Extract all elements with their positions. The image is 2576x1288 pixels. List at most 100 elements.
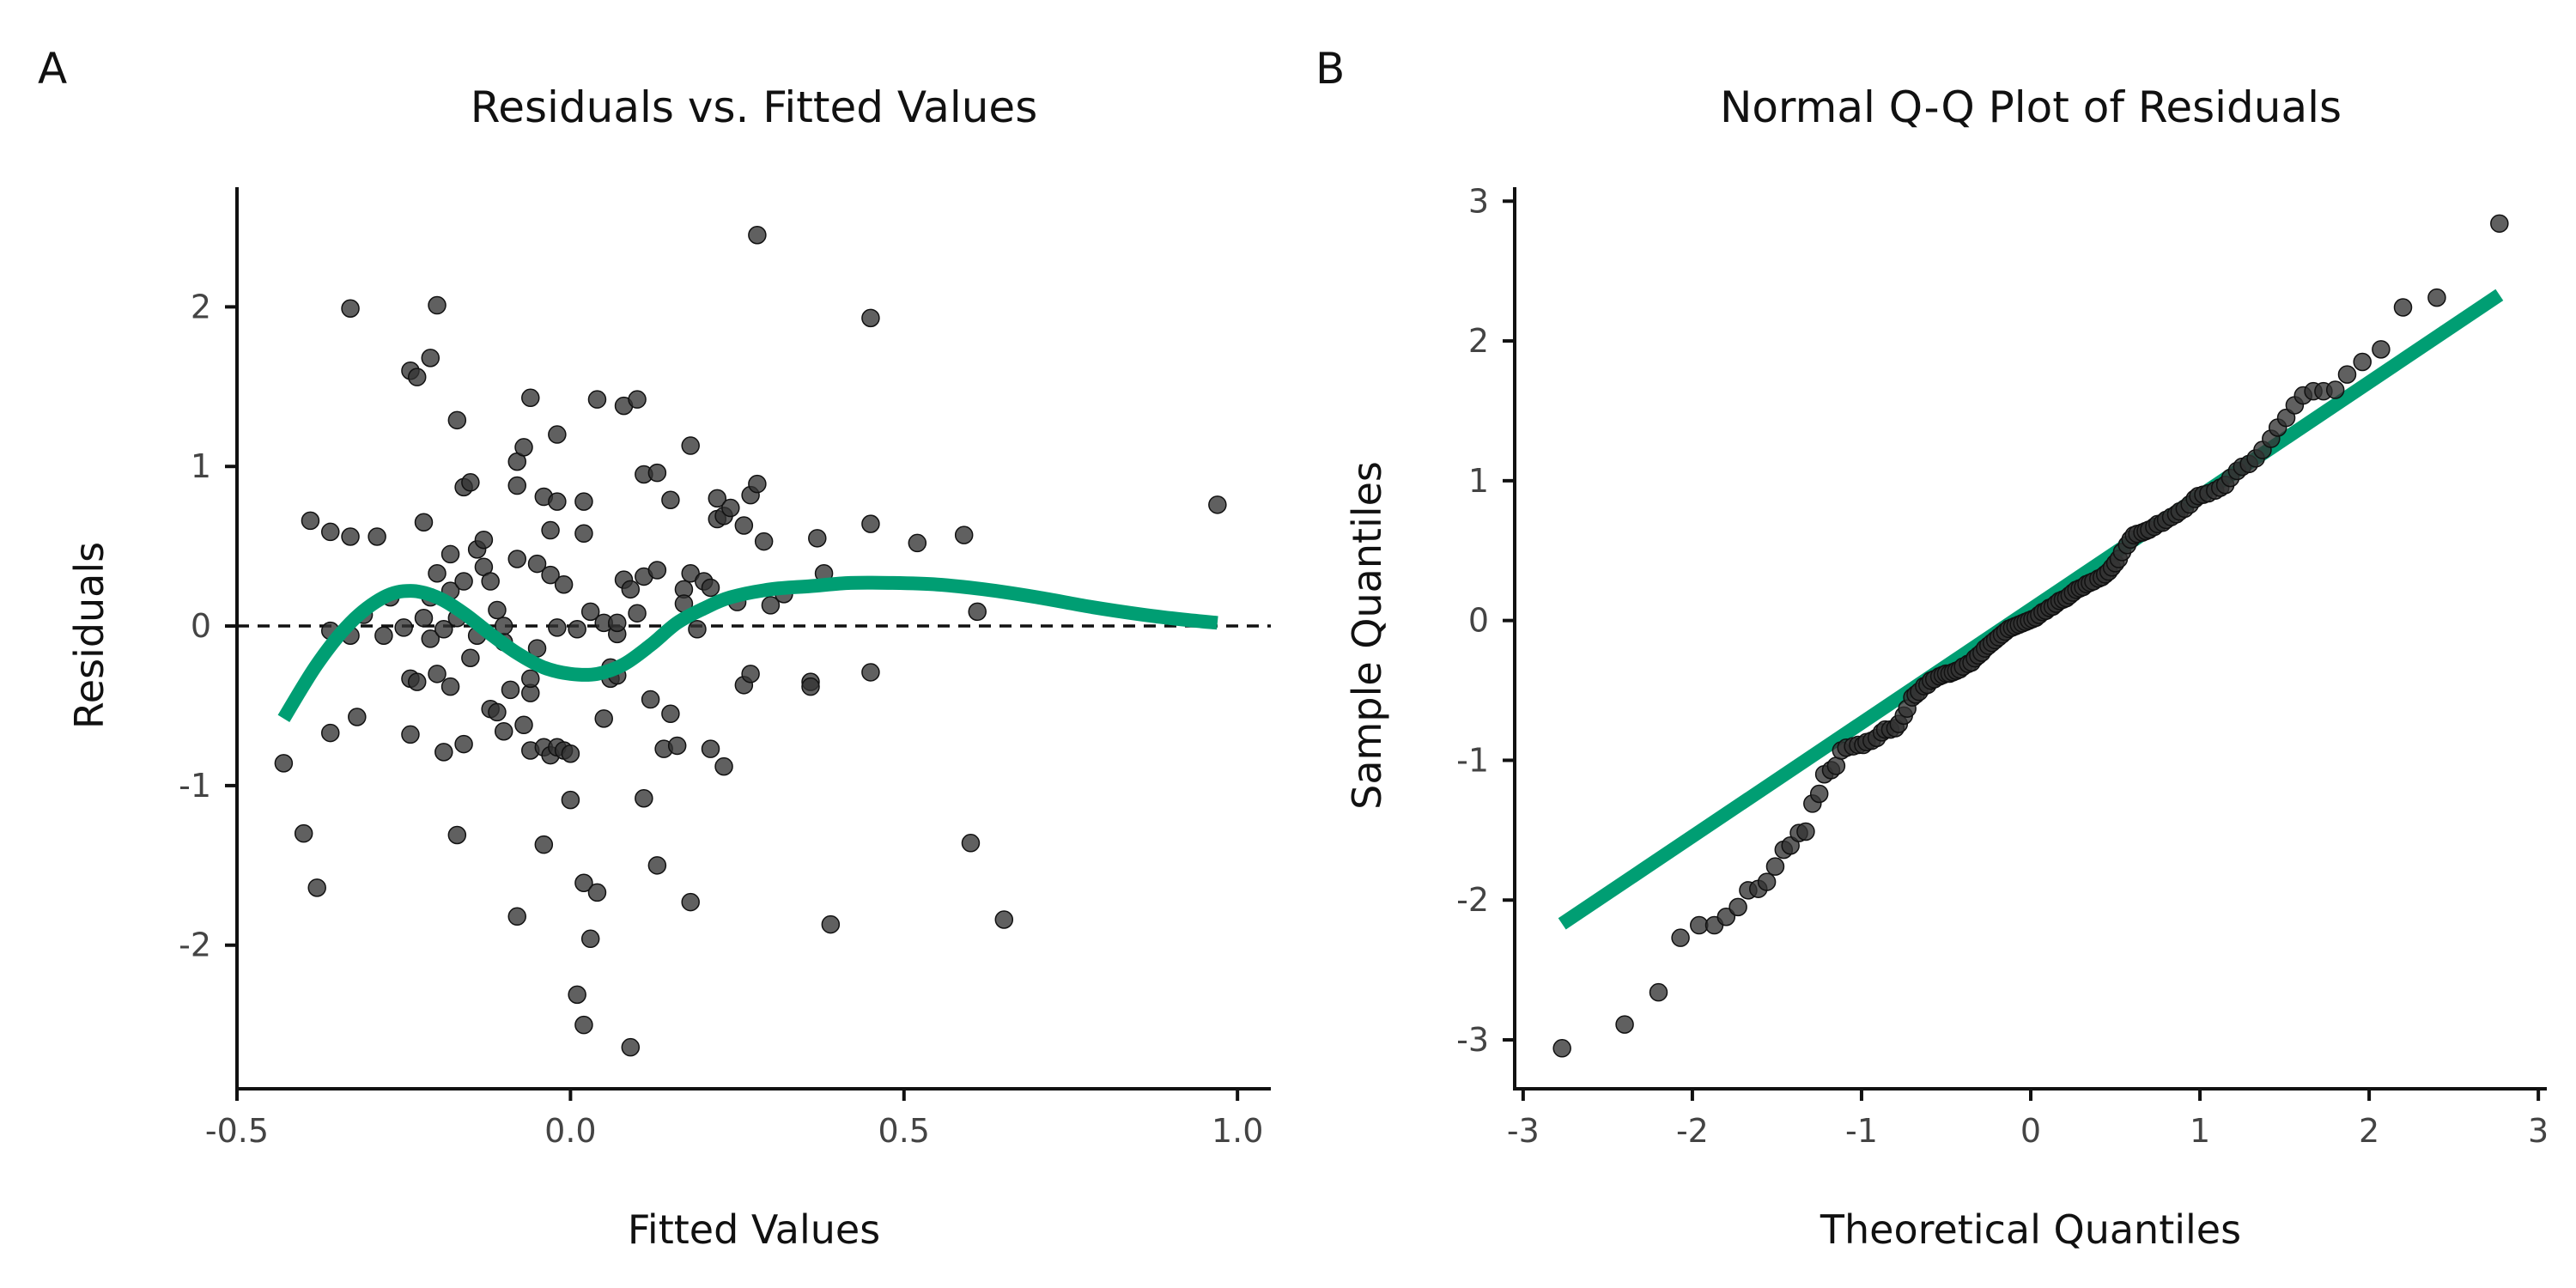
a-data-point [348,708,367,726]
b-data-point [1765,857,1785,876]
a-data-point [507,907,526,927]
a-data-point [548,618,567,637]
a-data-point [474,530,494,550]
a-data-point [661,490,680,509]
a-data-point [501,680,520,700]
a-data-point [568,620,586,639]
b-x-tick-label: -1 [1845,1112,1878,1150]
a-data-point [741,665,760,683]
a-data-point [521,669,540,689]
a-data-point [407,368,427,386]
a-data-point [514,438,533,457]
a-data-point [635,789,653,808]
a-data-point [541,520,560,540]
a-data-point [274,754,294,773]
a-data-point [761,596,781,615]
b-x-tick-label: 3 [2528,1112,2549,1150]
a-x-tick-label: 0.5 [878,1112,930,1150]
b-data-point [1671,928,1690,947]
b-data-point [2325,380,2345,399]
a-data-point [401,725,420,744]
a-data-point [954,526,974,544]
b-data-point [1781,835,1800,855]
a-data-point [447,410,467,430]
a-data-point [514,715,533,735]
a-data-point [428,563,447,583]
a-data-point [994,910,1014,929]
a-data-point [734,516,754,535]
a-data-point [587,883,607,902]
a-data-point [608,613,627,633]
a-data-point [454,572,473,591]
a-data-point [561,744,580,763]
a-data-point [801,677,820,696]
a-data-point [414,609,434,628]
panel-a-tag: A [38,44,67,94]
a-data-point [647,856,667,875]
a-data-point [641,690,660,709]
a-data-point [320,522,340,542]
a-data-point [628,604,647,623]
a-data-point [414,513,434,532]
panel-b-y-axis-label: Sample Quantiles [1344,461,1390,810]
a-data-point [394,618,413,637]
a-x-tick-label: 1.0 [1212,1112,1263,1150]
a-data-point [594,709,613,728]
a-y-tick-label: 2 [191,288,211,325]
panel-b-ticks: -3 -2 -1 0 1 2 3 -3 -2 -1 0 1 2 3 [1456,182,2549,1150]
a-data-point [548,492,567,511]
a-data-point [861,308,880,328]
a-data-point [681,563,700,583]
a-data-point [628,390,647,409]
a-data-point [494,617,513,635]
b-data-point [1809,784,1829,804]
b-data-point [1757,872,1777,891]
a-data-point [621,1037,641,1057]
a-data-point [541,565,560,585]
a-data-point [621,580,641,599]
a-data-point [701,578,720,598]
a-data-point [574,492,593,511]
a-data-point [307,878,326,897]
a-data-point [821,914,841,934]
panel-a-y-axis-label: Residuals [66,542,112,729]
b-x-tick-label: -3 [1507,1112,1540,1150]
panel-a-residuals-vs-fitted: A Residuals vs. Fitted Values Fitted Val… [38,44,1271,1253]
panel-a-points [274,226,1227,1057]
b-x-tick-label: 0 [2020,1112,2041,1150]
a-data-point [681,892,700,912]
a-data-point [481,572,500,591]
a-data-point [808,529,827,548]
a-data-point [440,677,460,696]
a-data-point [1208,495,1227,514]
a-data-point [561,790,580,810]
a-data-point [661,704,680,724]
a-data-point [488,600,507,620]
b-data-point [1826,756,1846,775]
panel-b-axes [1513,187,2547,1091]
panel-a-ticks: -0.5 0.0 0.5 1.0 -2 -1 0 1 2 [179,288,1263,1150]
b-data-point [2393,298,2413,317]
b-data-point [2353,352,2372,372]
panel-a-x-axis-label: Fitted Values [628,1206,880,1253]
a-data-point [568,985,586,1005]
a-data-point [434,620,453,639]
panel-b-qq-plot: B Normal Q-Q Plot of Residuals Theoretic… [1315,44,2549,1253]
a-data-point [461,473,480,492]
a-y-tick-label: -1 [179,767,211,805]
a-data-point [440,544,460,564]
a-data-point [507,550,526,568]
a-data-point [681,436,700,455]
a-data-point [454,734,473,754]
b-y-tick-label: 3 [1468,182,1489,220]
b-x-tick-label: 1 [2190,1112,2210,1150]
panel-a-axes [235,187,1271,1091]
a-data-point [714,756,733,776]
a-data-point [368,527,386,546]
b-y-tick-label: -3 [1456,1021,1489,1059]
b-y-tick-label: -1 [1456,741,1489,779]
a-data-point [961,834,981,853]
panel-a-title: Residuals vs. Fitted Values [471,82,1038,132]
a-data-point [494,721,513,741]
